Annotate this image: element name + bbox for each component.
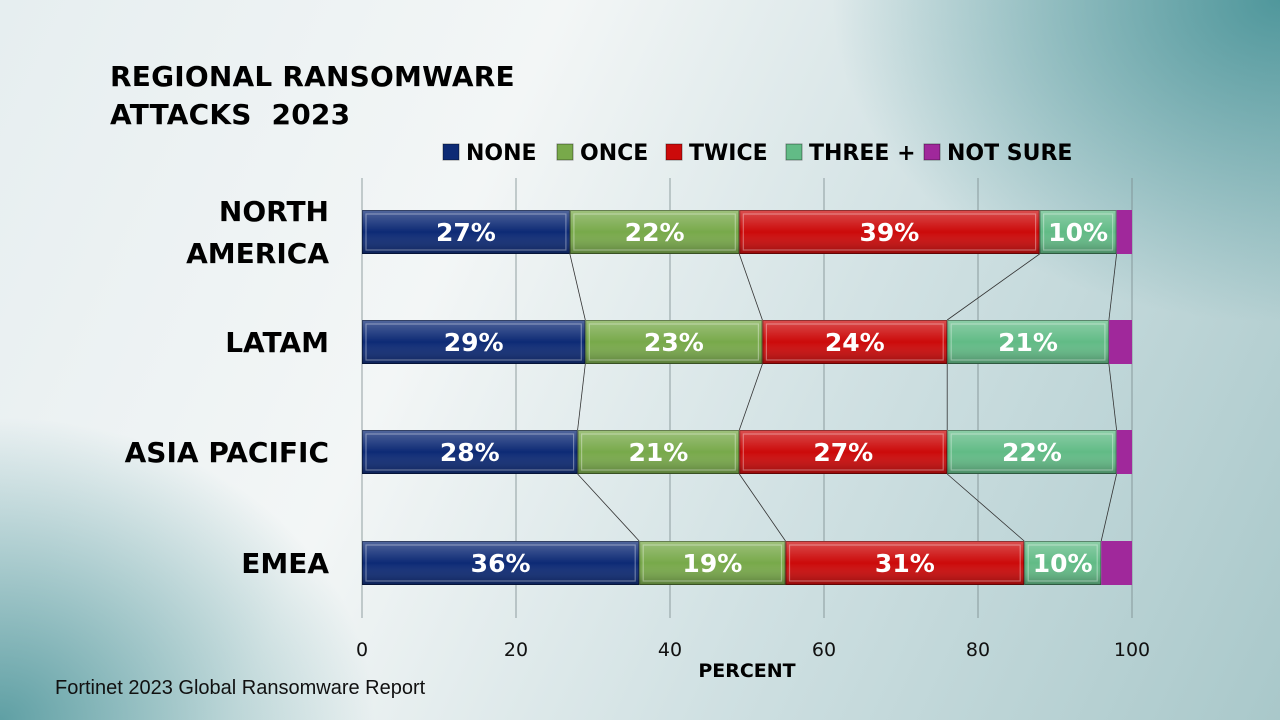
bar-twice-3: 31% <box>785 541 1025 585</box>
series-line <box>1100 473 1117 542</box>
series-line <box>569 253 586 321</box>
bar-segment <box>1101 541 1132 585</box>
chart-title: REGIONAL RANSOMWARE ATTACKS 2023 <box>110 60 515 131</box>
legend-swatch <box>923 143 941 161</box>
bar-three_plus-1: 21% <box>947 320 1109 364</box>
data-label: 10% <box>1048 218 1108 247</box>
legend-label: ONCE <box>580 141 648 166</box>
data-label: 22% <box>1002 438 1062 467</box>
bar-none-1: 29% <box>362 320 586 364</box>
data-label: 22% <box>625 218 685 247</box>
data-label: 21% <box>998 328 1058 357</box>
bar-once-0: 22% <box>569 210 740 254</box>
legend-swatch <box>556 143 574 161</box>
legend-label: NONE <box>466 141 537 166</box>
x-tick-label: 80 <box>966 639 990 661</box>
bar-three_plus-3: 10% <box>1024 541 1102 585</box>
legend-label: THREE + <box>809 141 916 166</box>
bars: 27% 22% 39% 10% 29% 23% 24% 21% 28% 21% 27% 22% 36% 1… <box>362 210 1132 585</box>
bar-not_sure-3 <box>1101 541 1132 585</box>
source-note: Fortinet 2023 Global Ransomware Report <box>55 677 426 699</box>
data-label: 36% <box>471 549 531 578</box>
bar-segment <box>1116 210 1132 254</box>
x-tick-labels: 0 20 40 60 80 100 <box>356 639 1150 661</box>
legend-item-twice: TWICE <box>665 141 768 166</box>
category-label: NORTH <box>219 195 329 228</box>
series-line <box>946 253 1040 321</box>
series-line <box>577 473 640 542</box>
bar-none-2: 28% <box>362 430 578 474</box>
series-line <box>577 363 586 431</box>
bar-three_plus-2: 22% <box>947 430 1117 474</box>
category-label: ASIA PACIFIC <box>125 436 329 469</box>
series-line <box>738 473 786 542</box>
bar-twice-0: 39% <box>739 210 1040 254</box>
legend-item-once: ONCE <box>556 141 648 166</box>
bar-none-3: 36% <box>362 541 640 585</box>
data-label: 27% <box>436 218 496 247</box>
series-line <box>738 363 763 431</box>
legend-swatch <box>665 143 683 161</box>
data-label: 27% <box>813 438 873 467</box>
legend-item-three_plus: THREE + <box>785 141 916 166</box>
x-axis-title: PERCENT <box>698 660 795 682</box>
bar-none-0: 27% <box>362 210 570 254</box>
x-tick-label: 40 <box>658 639 682 661</box>
x-tick-label: 60 <box>812 639 836 661</box>
bar-segment <box>1116 430 1132 474</box>
category-labels: NORTH AMERICA LATAM ASIA PACIFIC EMEA <box>125 195 330 580</box>
data-label: 24% <box>825 328 885 357</box>
x-tick-label: 0 <box>356 639 368 661</box>
series-line <box>1108 363 1117 431</box>
bar-not_sure-0 <box>1116 210 1132 254</box>
series-lines <box>569 253 1117 542</box>
legend-item-none: NONE <box>442 141 537 166</box>
bar-not_sure-2 <box>1116 430 1132 474</box>
x-tick-label: 20 <box>504 639 528 661</box>
bar-once-1: 23% <box>585 320 763 364</box>
bar-three_plus-0: 10% <box>1039 210 1117 254</box>
category-label: EMEA <box>241 547 329 580</box>
legend-swatch <box>442 143 460 161</box>
bar-twice-1: 24% <box>762 320 948 364</box>
legend-item-not_sure: NOT SURE <box>923 141 1072 166</box>
data-label: 19% <box>682 549 742 578</box>
data-label: 31% <box>875 549 935 578</box>
series-line <box>738 253 763 321</box>
data-label: 21% <box>629 438 689 467</box>
data-label: 39% <box>860 218 920 247</box>
bar-not_sure-1 <box>1108 320 1132 364</box>
legend: NONE ONCE TWICE THREE + NOT SURE <box>442 141 1072 166</box>
bar-segment <box>1108 320 1132 364</box>
bar-once-2: 21% <box>577 430 740 474</box>
legend-label: NOT SURE <box>947 141 1072 166</box>
series-line <box>1108 253 1117 321</box>
data-label: 29% <box>444 328 504 357</box>
legend-label: TWICE <box>689 141 768 166</box>
legend-swatch <box>785 143 803 161</box>
bar-twice-2: 27% <box>739 430 948 474</box>
data-label: 23% <box>644 328 704 357</box>
x-tick-label: 100 <box>1114 639 1150 661</box>
bar-once-3: 19% <box>639 541 786 585</box>
data-label: 28% <box>440 438 500 467</box>
series-line <box>946 473 1025 542</box>
data-label: 10% <box>1033 549 1093 578</box>
category-label: AMERICA <box>186 237 329 270</box>
category-label: LATAM <box>225 326 329 359</box>
